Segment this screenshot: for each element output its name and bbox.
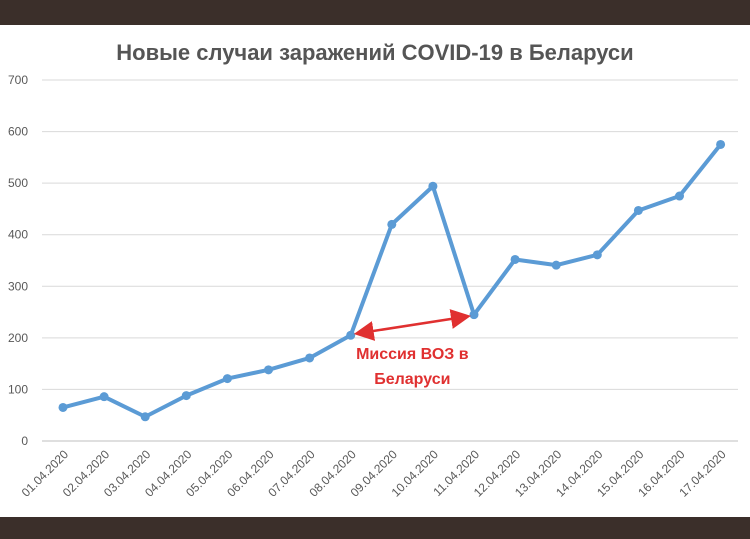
data-point [58,402,68,412]
data-point [99,392,109,402]
data-point [264,365,273,375]
y-tick-label: 400 [8,228,28,242]
y-tick-label: 100 [8,382,28,396]
y-tick-label: 500 [8,176,28,190]
data-point [140,412,150,422]
data-point [428,181,438,191]
annotation-arrow [353,309,471,341]
annotation-text: Беларуси [374,371,450,388]
data-point [387,219,397,229]
data-point [346,330,356,340]
y-tick-label: 600 [8,125,28,139]
data-point [633,205,643,215]
data-point [551,260,561,270]
y-tick-label: 0 [21,434,28,448]
data-point [222,374,232,384]
data-point [716,139,726,149]
data-point [592,250,602,260]
data-point [510,254,520,264]
data-point [675,191,684,201]
y-tick-label: 200 [8,331,28,345]
data-point [305,353,315,363]
data-point [469,310,479,320]
data-point [181,391,191,401]
annotation-text: Миссия ВОЗ в [356,346,469,363]
chart-title: Новые случаи заражений COVID-19 в Белару… [116,40,634,65]
y-tick-label: 300 [8,279,28,293]
y-tick-label: 700 [8,73,28,87]
